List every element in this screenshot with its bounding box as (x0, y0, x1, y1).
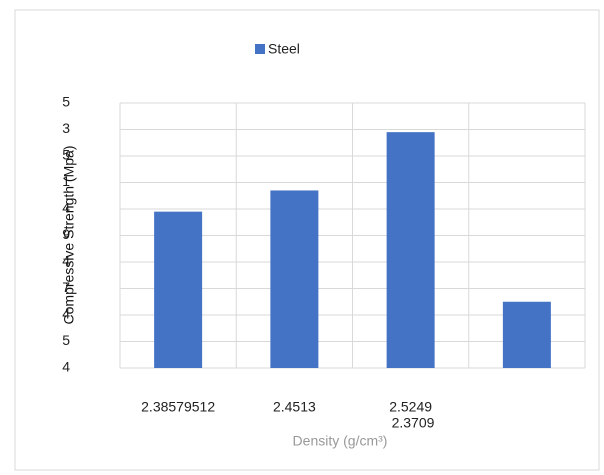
x-tick-label: 2.38579512 (141, 399, 215, 415)
y-tick-label: 4 (62, 253, 70, 269)
x-tick-label: 2.3709 (392, 415, 435, 431)
bar (502, 301, 551, 368)
bar (154, 211, 203, 368)
legend-label: Steel (268, 41, 300, 57)
y-tick-label: 5 (62, 94, 70, 110)
bar (386, 132, 435, 368)
y-tick-label: 4 (62, 306, 70, 322)
y-tick-label: 5 (62, 332, 70, 348)
y-tick-label: 3 (62, 120, 70, 136)
y-tick-label: 7 (62, 279, 70, 295)
bar (270, 190, 319, 368)
y-tick-label: 9 (62, 226, 70, 242)
y-tick-label: 4 (62, 200, 70, 216)
y-tick-label: 1 (62, 173, 70, 189)
x-tick-label: 2.5249 (389, 399, 432, 415)
y-axis-title: Compressive Strength (Mpa) (61, 146, 77, 325)
legend-swatch (255, 44, 265, 54)
y-tick-label: 5 (62, 147, 70, 163)
x-tick-label: 2.4513 (273, 399, 316, 415)
y-tick-label: 4 (62, 359, 70, 375)
x-axis-title: Density (g/cm³) (293, 433, 388, 449)
